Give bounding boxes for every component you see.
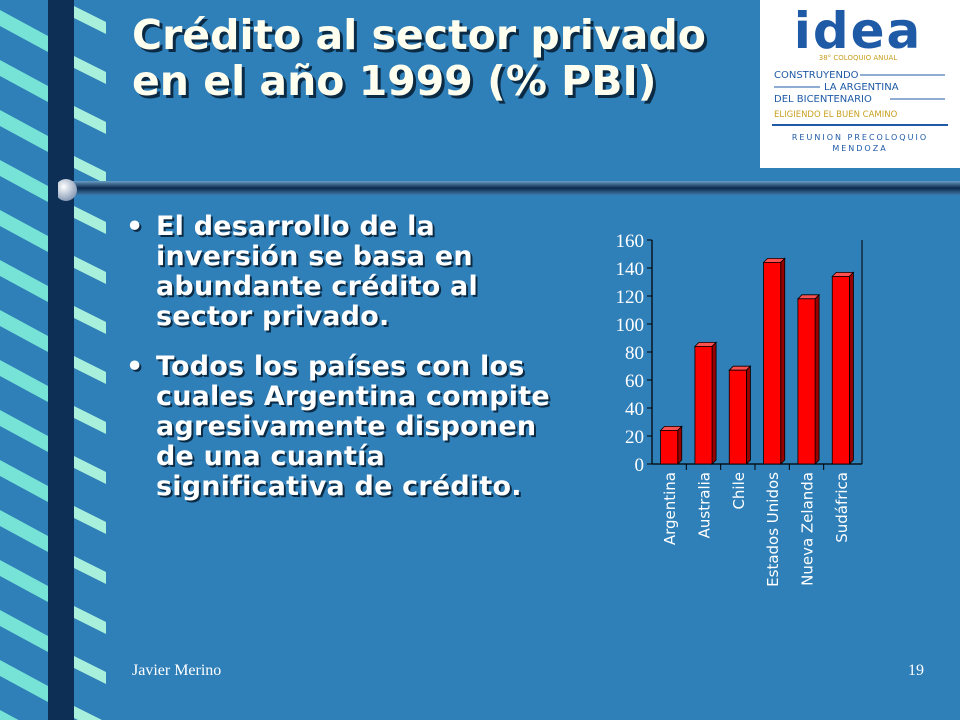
ribbon-segment-left bbox=[0, 710, 19, 720]
ribbon-segment-left bbox=[0, 110, 48, 152]
ribbon-segment-right bbox=[74, 406, 106, 434]
category-label: Argentina bbox=[661, 472, 679, 545]
ribbon-segment-right bbox=[74, 6, 106, 34]
ribbon-segment-left bbox=[0, 410, 48, 452]
category-label: Nueva Zelanda bbox=[799, 472, 817, 586]
category-label: Australia bbox=[696, 472, 714, 538]
ribbon-segment-right bbox=[74, 106, 106, 134]
bar-side bbox=[746, 365, 751, 465]
bullet-text: Todos los países con los cuales Argentin… bbox=[156, 351, 550, 502]
y-tick-label: 160 bbox=[616, 231, 645, 252]
bar-front bbox=[660, 429, 679, 465]
logo-small-line: 38° COLOQUIO ANUAL bbox=[819, 54, 898, 62]
y-tick-label: 100 bbox=[616, 315, 645, 336]
bullet-text: El desarrollo de la inversión se basa en… bbox=[156, 211, 478, 332]
y-tick-label: 0 bbox=[635, 455, 645, 476]
bar bbox=[796, 293, 821, 465]
ribbon-segment-left bbox=[0, 160, 48, 202]
bar-front bbox=[797, 298, 816, 465]
bar-side bbox=[677, 425, 683, 465]
ribbon-segment-left bbox=[0, 210, 48, 252]
ribbon-segment-right bbox=[74, 456, 106, 484]
logo-line1: CONSTRUYENDO bbox=[774, 70, 859, 81]
y-tick-label: 20 bbox=[625, 427, 644, 448]
ribbon-segment-left bbox=[0, 260, 48, 302]
logo-line5: REUNION PRECOLOQUIO bbox=[792, 133, 928, 142]
ribbon-segment-right bbox=[74, 706, 102, 720]
logo-line2: LA ARGENTINA bbox=[824, 82, 899, 93]
ribbon-segment-left bbox=[0, 560, 48, 602]
bar bbox=[728, 365, 752, 465]
bar bbox=[762, 257, 786, 465]
category-label: Sudáfrica bbox=[833, 472, 851, 543]
slide-title: Crédito al sector privado en el año 1999… bbox=[132, 11, 706, 105]
ribbon-segment-left bbox=[0, 610, 48, 652]
y-tick-label: 80 bbox=[625, 343, 644, 364]
bar-side bbox=[780, 257, 786, 465]
logo-line6: MENDOZA bbox=[832, 144, 887, 153]
ribbon-segment-right bbox=[74, 506, 106, 534]
credit-bar-chart: 0 20 40 60 80 100 120 140 160 Argentina Australia C… bbox=[616, 231, 863, 587]
footer-author: Javier Merino bbox=[132, 662, 222, 679]
ribbon-segment-right bbox=[74, 656, 106, 684]
ribbon-segment-left bbox=[0, 510, 48, 552]
bar-front bbox=[694, 346, 713, 465]
logo-line4: ELIGIENDO EL BUEN CAMINO bbox=[774, 110, 898, 120]
page-number: 19 bbox=[908, 662, 924, 679]
y-tick-label: 120 bbox=[616, 287, 645, 308]
ribbon-segment-left bbox=[0, 10, 48, 52]
bar bbox=[693, 341, 718, 465]
bar-side bbox=[849, 271, 854, 465]
y-tick-label: 140 bbox=[616, 259, 645, 280]
logo-brand: idea bbox=[794, 2, 923, 60]
category-label: Estados Unidos bbox=[764, 472, 782, 587]
ribbon-segment-right bbox=[74, 56, 106, 84]
ribbon-segment-right bbox=[74, 306, 106, 334]
bar bbox=[659, 425, 683, 465]
bar-side bbox=[711, 341, 717, 465]
ribbon-segment-right bbox=[74, 606, 106, 634]
ribbon-segment-left bbox=[0, 360, 48, 402]
category-label: Chile bbox=[730, 472, 748, 510]
ribbon-segment-right bbox=[74, 206, 106, 234]
bullet-item: El desarrollo de la inversión se basa en… bbox=[122, 212, 552, 332]
ribbon-segment-right bbox=[74, 556, 106, 584]
y-tick-label: 40 bbox=[625, 399, 644, 420]
title-rule bbox=[58, 179, 960, 201]
bar bbox=[831, 271, 855, 465]
logo-line3: DEL BICENTENARIO bbox=[774, 94, 872, 105]
ribbon-segment-left bbox=[0, 310, 48, 352]
decorative-ribbon bbox=[0, 0, 106, 720]
ribbon-segment-right bbox=[74, 356, 106, 384]
y-tick-label: 60 bbox=[625, 371, 644, 392]
ribbon-segment-left bbox=[0, 460, 48, 502]
bar-front bbox=[763, 262, 782, 465]
ribbon-segment-left bbox=[0, 60, 48, 102]
bullet-list: El desarrollo de la inversión se basa en… bbox=[122, 212, 552, 522]
bullet-item: Todos los países con los cuales Argentin… bbox=[122, 352, 552, 502]
idea-logo: idea 38° COLOQUIO ANUAL CONSTRUYENDO LA … bbox=[760, 0, 960, 168]
ribbon-segment-right bbox=[74, 156, 106, 184]
bar-side bbox=[814, 293, 820, 465]
bar-front bbox=[728, 369, 747, 465]
bar-front bbox=[831, 276, 850, 465]
ribbon-segment-left bbox=[0, 660, 48, 702]
ribbon-segment-right bbox=[74, 256, 106, 284]
